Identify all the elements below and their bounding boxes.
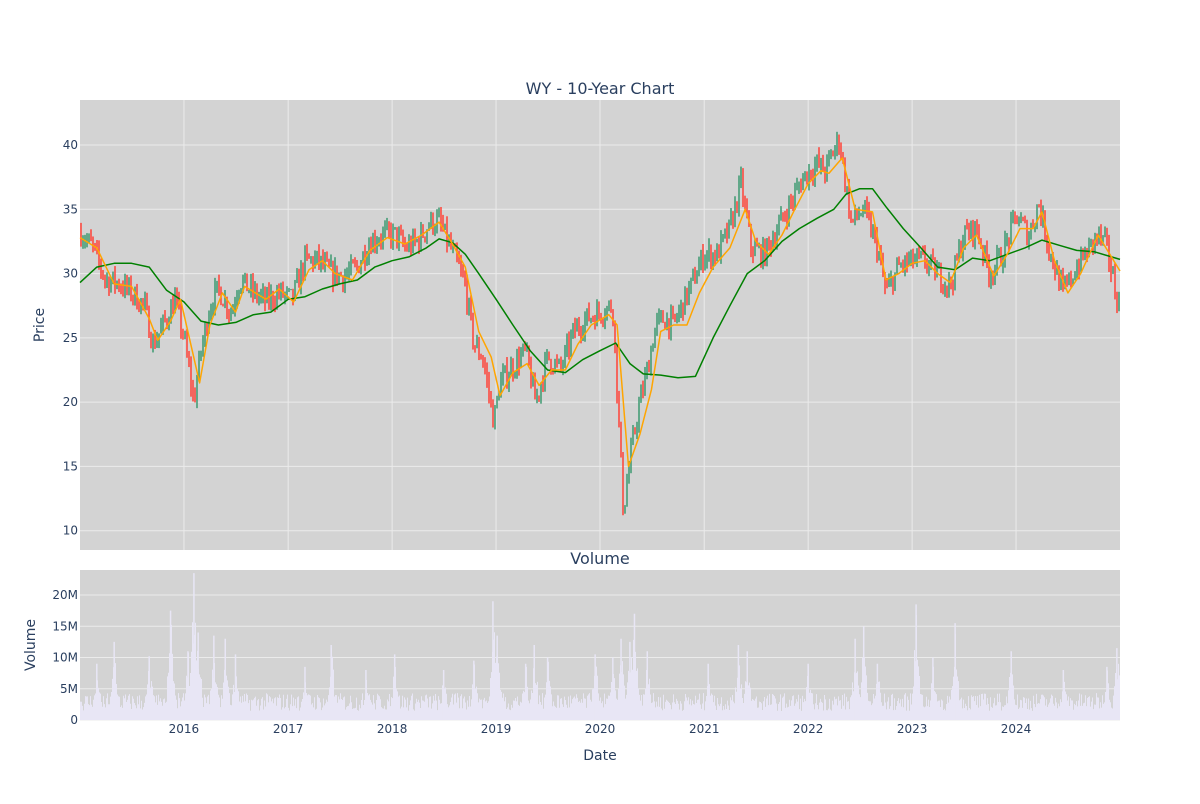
volume-tick-label: 10M (52, 651, 78, 665)
x-tick-label: 2017 (273, 722, 304, 736)
x-tick-label: 2021 (689, 722, 720, 736)
moving-averages (79, 157, 1121, 468)
x-ticks: 2016 2017 2018 2019 2020 2021 2022 2023 2024 (169, 722, 1032, 736)
price-tick-label: 25 (63, 331, 78, 345)
x-tick-label: 2018 (377, 722, 408, 736)
x-tick-label: 2023 (897, 722, 928, 736)
price-tick-label: 35 (63, 202, 78, 216)
volume-tick-label: 5M (60, 682, 78, 696)
price-grid (80, 100, 1120, 550)
volume-tick-label: 0 (70, 713, 78, 727)
volume-axis-title: Volume (23, 619, 39, 671)
price-tick-label: 30 (63, 267, 78, 281)
volume-title: Volume (570, 549, 630, 568)
volume-tick-label: 15M (52, 619, 78, 633)
x-tick-label: 2020 (585, 722, 616, 736)
price-tick-label: 40 (63, 138, 78, 152)
volume-bars (80, 573, 1120, 720)
ma-long-line (79, 187, 1121, 379)
x-tick-label: 2024 (1001, 722, 1032, 736)
ma-short-line (79, 157, 1121, 468)
price-y-ticks: 10 15 20 25 30 35 40 (63, 138, 78, 538)
chart-title: WY - 10-Year Chart (526, 79, 675, 98)
price-tick-label: 20 (63, 395, 78, 409)
price-axis-title: Price (32, 308, 48, 342)
volume-y-ticks: 0 5M 10M 15M 20M (52, 588, 78, 727)
x-axis-title: Date (583, 748, 616, 764)
price-tick-label: 15 (63, 459, 78, 473)
x-tick-label: 2019 (481, 722, 512, 736)
x-tick-label: 2022 (793, 722, 824, 736)
price-candles (80, 131, 1120, 516)
x-tick-label: 2016 (169, 722, 200, 736)
volume-tick-label: 20M (52, 588, 78, 602)
price-tick-label: 10 (63, 524, 78, 538)
